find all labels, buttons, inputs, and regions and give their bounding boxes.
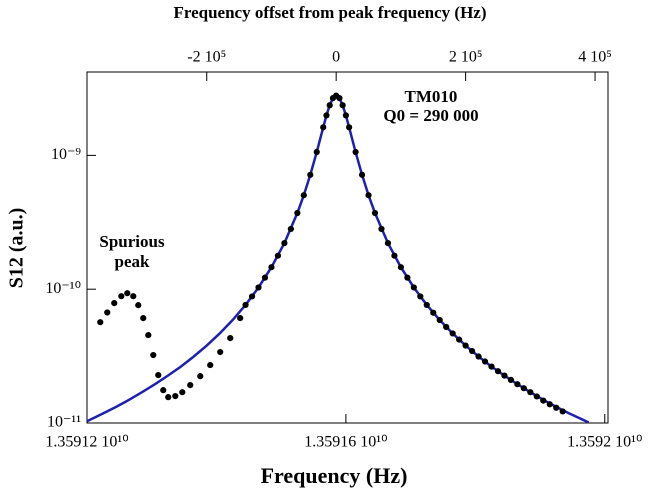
data-point (553, 404, 560, 411)
x-axis-title: Frequency (Hz) (261, 463, 408, 488)
data-point (97, 319, 104, 326)
data-point (140, 315, 147, 322)
y-axis-title: S12 (a.u.) (6, 208, 28, 289)
data-point (346, 124, 353, 131)
data-point (475, 353, 482, 360)
annotation: TM010 (405, 87, 458, 106)
x2-tick-label: -2 10⁵ (187, 49, 226, 66)
data-point (397, 264, 404, 271)
data-point (118, 293, 125, 300)
data-point (404, 274, 411, 281)
data-point (488, 363, 495, 370)
data-point (443, 323, 450, 331)
x2-axis-title: Frequency offset from peak frequency (Hz… (173, 3, 486, 22)
data-point (155, 372, 162, 379)
data-point (468, 347, 476, 355)
y-tick-label: 10⁻⁹ (51, 146, 81, 163)
data-point (449, 330, 456, 337)
x2-tick-label: 4 10⁵ (578, 49, 612, 66)
data-point (281, 240, 288, 247)
data-point (320, 124, 327, 131)
x2-tick-label: 2 10⁵ (449, 49, 483, 66)
data-point (336, 95, 343, 102)
data-point (313, 148, 320, 156)
data-point (227, 335, 234, 342)
data-point (165, 394, 172, 401)
data-point (255, 284, 262, 291)
data-point (124, 290, 131, 297)
data-point (365, 192, 372, 199)
data-point (494, 368, 502, 375)
data-point (559, 408, 566, 415)
data-point (172, 392, 179, 400)
data-point (274, 252, 282, 259)
data-point (436, 316, 443, 324)
data-point (287, 225, 294, 233)
data-point (507, 376, 515, 383)
data-point (294, 209, 301, 217)
x-tick-label: 1.3592 10¹⁰ (567, 434, 642, 451)
data-point (248, 293, 256, 300)
plot-area (87, 92, 590, 423)
data-point (145, 331, 152, 339)
data-point (130, 293, 137, 300)
data-point (160, 387, 167, 394)
y-tick-label: 10⁻¹⁰ (45, 280, 81, 297)
data-point (339, 102, 346, 109)
y-tick-label: 10⁻¹¹ (47, 414, 81, 431)
annotation: peak (115, 252, 151, 271)
data-point (242, 301, 249, 309)
data-point (527, 389, 534, 396)
data-point (135, 302, 142, 309)
plot-frame (86, 71, 609, 424)
data-point (371, 209, 379, 217)
data-point (462, 342, 469, 349)
data-point (520, 385, 527, 392)
data-point (261, 274, 269, 281)
data-point (358, 171, 366, 178)
data-point (456, 336, 463, 343)
data-point (540, 397, 547, 404)
x2-tick-label: 0 (332, 49, 340, 66)
fit-line (87, 93, 590, 423)
data-point (179, 389, 186, 396)
data-point (187, 381, 194, 389)
data-point (104, 309, 111, 316)
data-point (384, 240, 392, 247)
data-point (197, 373, 204, 380)
data-point (326, 102, 333, 109)
data-point (514, 381, 521, 388)
data-point (481, 358, 489, 365)
data-point (307, 171, 314, 178)
data-point (410, 284, 417, 291)
x-tick-label: 1.35916 10¹⁰ (304, 434, 387, 451)
data-point (546, 401, 553, 408)
data-point (217, 348, 224, 356)
data-point (300, 192, 307, 199)
annotation: Spurious (99, 232, 165, 251)
data-point (268, 264, 275, 271)
data-point (417, 293, 424, 300)
data-point (352, 148, 359, 156)
x-tick-label: 1.35912 10¹⁰ (45, 434, 128, 451)
data-point (391, 252, 398, 259)
data-point (378, 225, 385, 233)
data-point (342, 112, 349, 119)
data-point (533, 393, 540, 400)
data-point (423, 301, 430, 309)
data-point (207, 361, 214, 369)
annotation: Q0 = 290 000 (383, 106, 478, 125)
data-point (323, 112, 330, 119)
data-point (237, 315, 244, 322)
data-point (501, 372, 508, 379)
data-point (150, 351, 157, 359)
data-point (430, 309, 437, 316)
data-point (111, 300, 118, 307)
